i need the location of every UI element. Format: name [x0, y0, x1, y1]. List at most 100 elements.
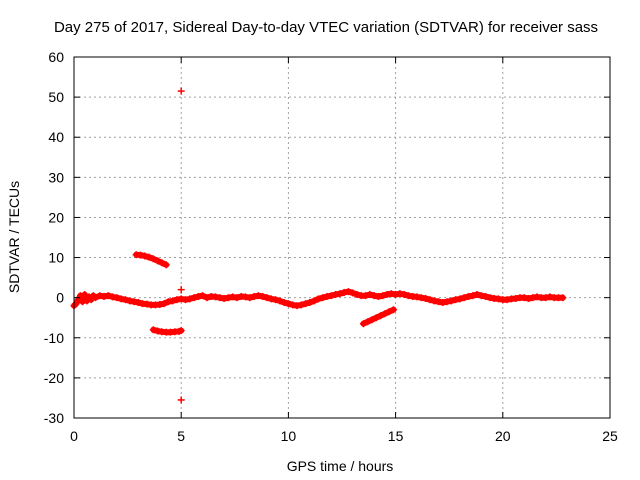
data-point — [145, 253, 153, 261]
data-point — [220, 294, 228, 302]
data-point — [76, 292, 84, 300]
data-point — [332, 290, 340, 298]
y-axis-title: SDTVAR / TECUs — [6, 181, 22, 293]
data-point — [495, 295, 503, 303]
data-point — [377, 312, 385, 320]
data-point — [104, 292, 112, 300]
data-point — [469, 292, 477, 300]
data-point — [306, 298, 314, 306]
data-point — [383, 290, 391, 298]
series-baseline — [70, 288, 567, 310]
y-tick-label: 50 — [48, 89, 64, 105]
data-point — [473, 290, 481, 298]
data-point — [542, 294, 550, 302]
x-tick-label: 10 — [281, 428, 297, 444]
data-point — [372, 314, 380, 322]
data-point — [83, 297, 91, 305]
x-tick-label: 15 — [388, 428, 404, 444]
data-point — [520, 294, 528, 302]
data-point — [486, 294, 494, 302]
data-point — [434, 298, 442, 306]
plot-frame — [73, 56, 611, 419]
data-point — [81, 290, 89, 298]
data-point — [91, 294, 99, 302]
data-point — [389, 306, 397, 314]
data-point — [254, 292, 262, 300]
y-tick-label: 10 — [48, 250, 64, 266]
data-point — [143, 300, 151, 308]
data-point — [149, 326, 157, 334]
data-point — [117, 295, 125, 303]
data-point — [267, 295, 275, 303]
y-tick-label: -20 — [44, 370, 64, 386]
data-point — [134, 298, 142, 306]
data-point — [181, 296, 189, 304]
data-point — [149, 255, 157, 263]
data-point — [430, 297, 438, 305]
data-point — [212, 293, 220, 301]
data-point — [353, 290, 361, 298]
data-point — [186, 295, 194, 303]
data-point — [160, 300, 168, 308]
series-dip-segment — [359, 306, 397, 328]
data-point — [246, 294, 254, 302]
y-tick-label: -30 — [44, 410, 64, 426]
data-point — [525, 294, 533, 302]
y-tick-label: 20 — [48, 209, 64, 225]
data-point — [344, 288, 352, 296]
data-point — [162, 261, 170, 269]
data-point — [173, 296, 181, 304]
y-tick-label: 60 — [48, 49, 64, 65]
data-point — [203, 294, 211, 302]
data-point — [404, 292, 412, 300]
data-point — [293, 302, 301, 310]
data-point — [130, 298, 138, 306]
data-point — [141, 252, 149, 260]
data-point — [559, 294, 567, 302]
data-point — [464, 292, 472, 300]
chart-title: Day 275 of 2017, Sidereal Day-to-day VTE… — [54, 19, 598, 36]
data-point — [302, 300, 310, 308]
data-point — [158, 259, 166, 267]
data-point — [177, 286, 185, 294]
data-point — [323, 292, 331, 300]
data-point — [190, 294, 198, 302]
axis-ticks: 0 5 10 15 20 25 -30 -20 -10 0 10 20 30 40 50 60 — [44, 49, 618, 444]
data-point — [422, 294, 430, 302]
y-tick-label: -10 — [44, 330, 64, 346]
data-point — [387, 290, 395, 298]
x-tick-label: 25 — [602, 428, 618, 444]
data-point — [194, 292, 202, 300]
data-point — [336, 290, 344, 298]
data-point — [156, 300, 164, 308]
data-point — [447, 297, 455, 305]
data-point — [413, 293, 421, 301]
data-point — [379, 292, 387, 300]
data-point — [263, 294, 271, 302]
data-point — [113, 294, 121, 302]
data-point — [177, 327, 185, 335]
data-series — [70, 87, 567, 404]
data-point — [177, 295, 185, 303]
data-point — [199, 292, 207, 300]
data-point — [482, 292, 490, 300]
data-point — [224, 294, 232, 302]
data-point — [503, 296, 511, 304]
data-point — [452, 296, 460, 304]
data-point — [297, 301, 305, 309]
y-tick-label: 0 — [56, 290, 64, 306]
data-point — [310, 297, 318, 305]
x-tick-label: 0 — [70, 428, 78, 444]
data-point — [364, 318, 372, 326]
data-point — [349, 289, 357, 297]
series-lower-segment — [149, 326, 185, 336]
data-point — [362, 292, 370, 300]
y-tick-label: 30 — [48, 169, 64, 185]
data-point — [259, 292, 267, 300]
y-tick-label: 40 — [48, 129, 64, 145]
data-point — [374, 292, 382, 300]
data-point — [136, 251, 144, 259]
data-point — [512, 294, 520, 302]
data-point — [417, 294, 425, 302]
